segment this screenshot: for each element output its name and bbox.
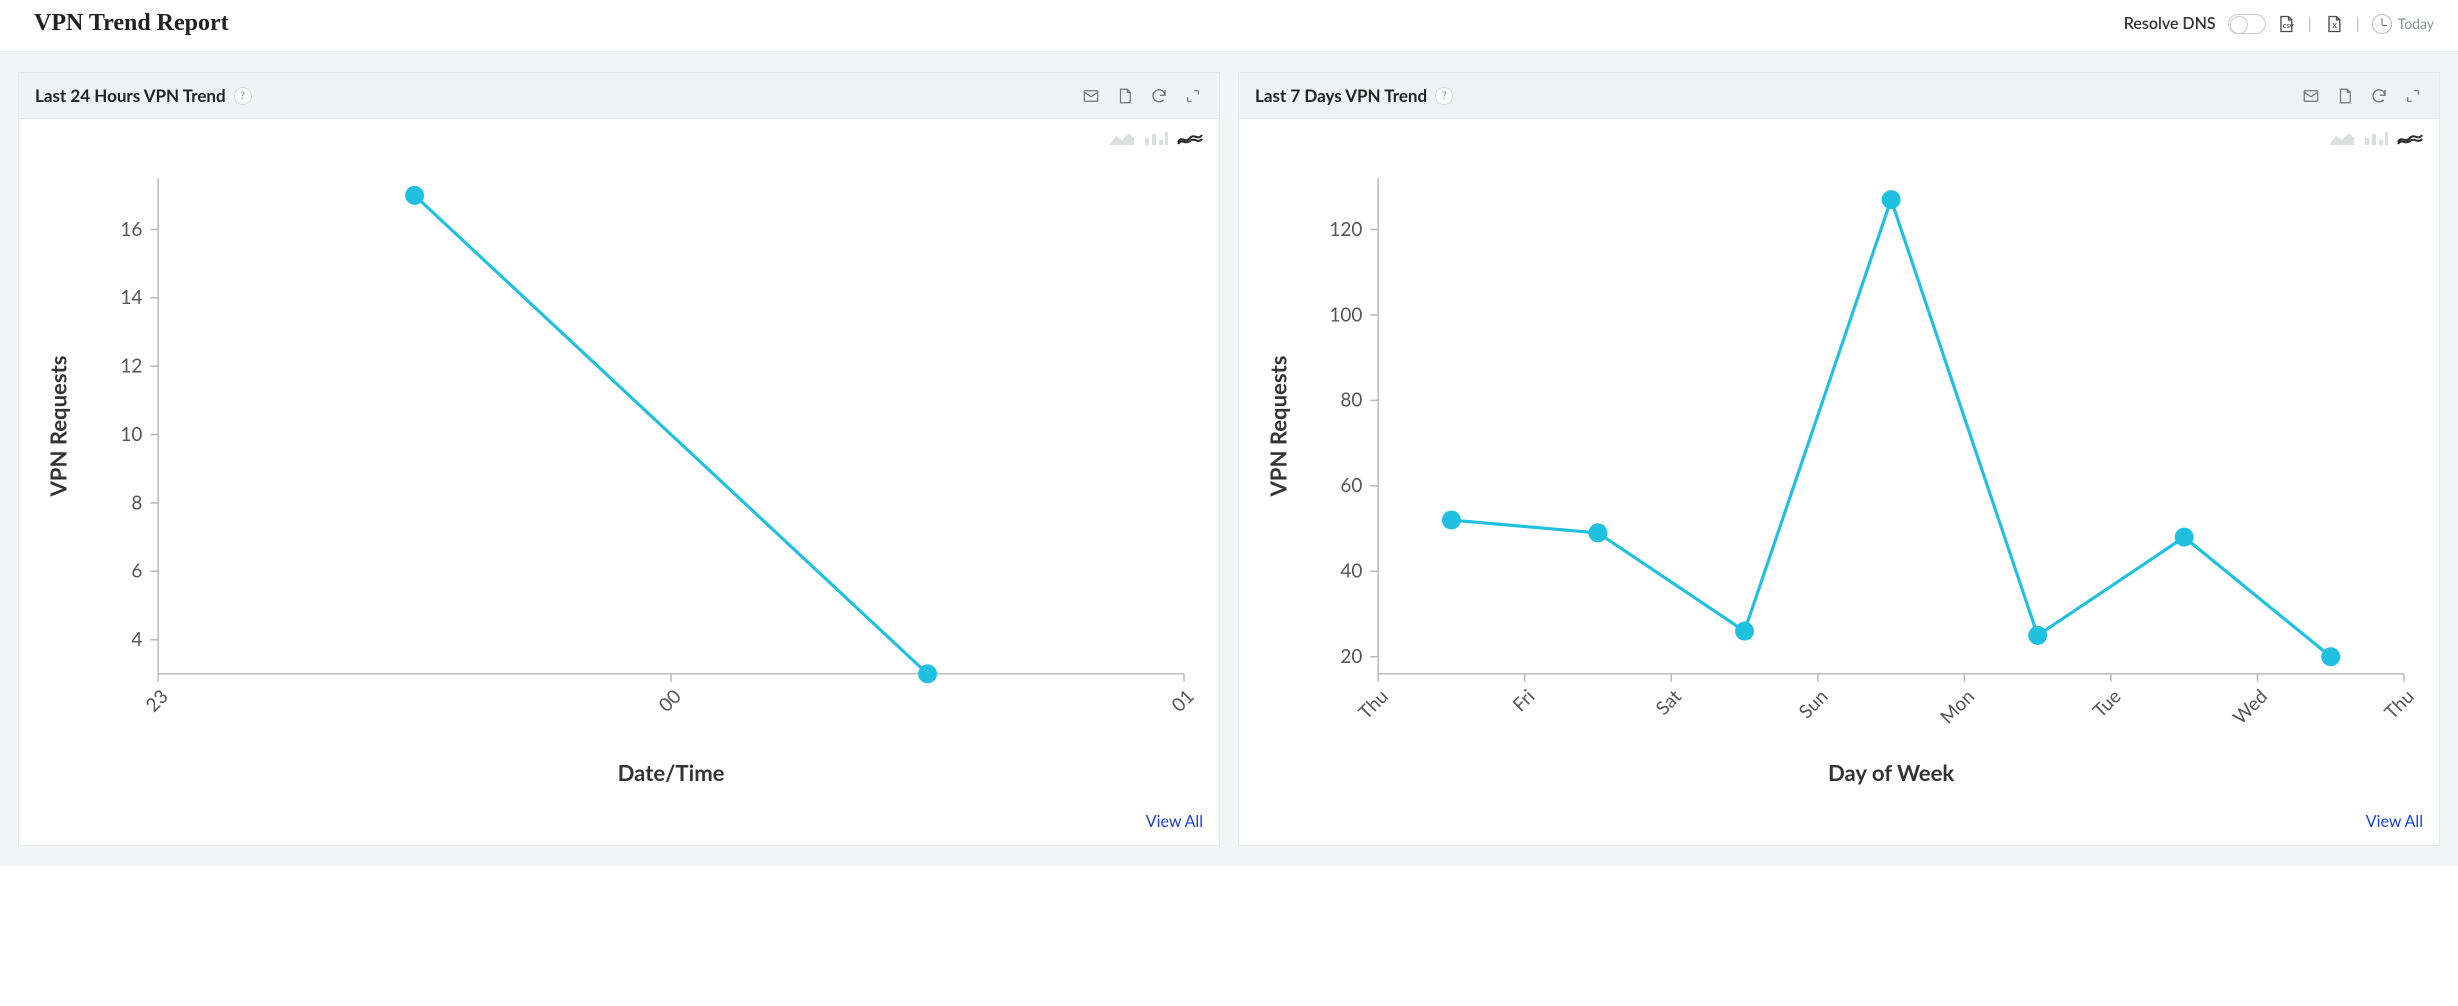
panel-footer: View All	[1239, 806, 2439, 845]
panel-actions	[2301, 86, 2423, 106]
chart-container: 20 40 60 80 100 120 Thu Fri Sat Sun Mon Tue Wed Thu Da…	[1239, 147, 2439, 806]
svg-text:20: 20	[1340, 645, 1362, 668]
line-chart-icon[interactable]	[1177, 129, 1203, 147]
clock-icon	[2372, 14, 2392, 34]
export-pdf-icon[interactable]	[2335, 86, 2355, 106]
time-range-label: Today	[2398, 15, 2434, 32]
svg-text:23: 23	[141, 685, 173, 717]
content: Last 24 Hours VPN Trend ?	[0, 52, 2458, 866]
svg-text:120: 120	[1329, 218, 1362, 241]
svg-text:80: 80	[1340, 389, 1362, 412]
chart-type-toolbar	[19, 119, 1219, 147]
refresh-icon[interactable]	[2369, 86, 2389, 106]
svg-text:VPN Requests: VPN Requests	[45, 356, 72, 498]
svg-text:12: 12	[120, 355, 142, 378]
svg-text:100: 100	[1329, 303, 1362, 326]
view-all-link[interactable]: View All	[1146, 812, 1203, 831]
mail-icon[interactable]	[2301, 86, 2321, 106]
svg-text:Thu: Thu	[1354, 685, 1393, 724]
top-bar: VPN Trend Report Resolve DNS CSV | X | T…	[0, 0, 2458, 52]
export-pdf-icon[interactable]	[1115, 86, 1135, 106]
svg-text:01: 01	[1167, 685, 1199, 717]
svg-text:CSV: CSV	[2282, 23, 2294, 30]
svg-text:Tue: Tue	[2088, 685, 2125, 722]
page-title: VPN Trend Report	[34, 10, 229, 37]
resolve-dns-label: Resolve DNS	[2124, 14, 2216, 33]
svg-text:14: 14	[120, 286, 142, 309]
time-range-selector[interactable]: Today	[2372, 14, 2434, 34]
panel-last-7d: Last 7 Days VPN Trend ?	[1238, 72, 2440, 846]
help-icon[interactable]: ?	[1435, 87, 1453, 105]
panel-actions	[1081, 86, 1203, 106]
bar-chart-icon[interactable]	[1143, 129, 1169, 147]
panel-title: Last 24 Hours VPN Trend	[35, 85, 226, 106]
svg-text:16: 16	[120, 218, 142, 241]
expand-icon[interactable]	[1183, 86, 1203, 106]
resolve-dns-toggle[interactable]	[2228, 14, 2266, 34]
refresh-icon[interactable]	[1149, 86, 1169, 106]
chart-container: 4 6 8 10 12 14 16 23 00 01 Date/Time VPN Requests	[19, 147, 1219, 806]
view-all-link[interactable]: View All	[2366, 812, 2423, 831]
top-actions: Resolve DNS CSV | X | Today	[2124, 14, 2434, 34]
panel-title: Last 7 Days VPN Trend	[1255, 85, 1427, 106]
svg-text:Wed: Wed	[2228, 685, 2272, 729]
area-chart-icon[interactable]	[2329, 129, 2355, 147]
svg-text:Sun: Sun	[1794, 685, 1832, 723]
svg-text:Thu: Thu	[2380, 685, 2419, 724]
bar-chart-icon[interactable]	[2363, 129, 2389, 147]
mail-icon[interactable]	[1081, 86, 1101, 106]
help-icon[interactable]: ?	[234, 87, 252, 105]
area-chart-icon[interactable]	[1109, 129, 1135, 147]
svg-text:Date/Time: Date/Time	[618, 759, 725, 786]
svg-text:Fri: Fri	[1508, 685, 1539, 716]
svg-text:Sat: Sat	[1651, 685, 1686, 720]
svg-text:60: 60	[1340, 474, 1362, 497]
svg-text:Mon: Mon	[1935, 685, 1979, 729]
panel-footer: View All	[19, 806, 1219, 845]
svg-text:00: 00	[654, 685, 686, 717]
panel-header: Last 7 Days VPN Trend ?	[1239, 73, 2439, 119]
expand-icon[interactable]	[2403, 86, 2423, 106]
svg-text:X: X	[2332, 22, 2337, 30]
export-csv-icon[interactable]: CSV	[2276, 14, 2296, 34]
line-chart-icon[interactable]	[2397, 129, 2423, 147]
svg-text:VPN Requests: VPN Requests	[1265, 356, 1292, 498]
chart-svg: 4 6 8 10 12 14 16 23 00 01 Date/Time VPN Requests	[35, 153, 1203, 800]
chart-svg: 20 40 60 80 100 120 Thu Fri Sat Sun Mon Tue Wed Thu Da…	[1255, 153, 2423, 800]
svg-text:6: 6	[131, 560, 142, 583]
export-xls-icon[interactable]: X	[2324, 14, 2344, 34]
separator: |	[2306, 14, 2314, 33]
svg-text:4: 4	[131, 628, 142, 651]
panel-header: Last 24 Hours VPN Trend ?	[19, 73, 1219, 119]
svg-text:Day of Week: Day of Week	[1828, 759, 1954, 786]
panel-last-24h: Last 24 Hours VPN Trend ?	[18, 72, 1220, 846]
svg-text:10: 10	[120, 423, 142, 446]
svg-text:40: 40	[1340, 560, 1362, 583]
chart-type-toolbar	[1239, 119, 2439, 147]
svg-text:8: 8	[131, 491, 142, 514]
separator: |	[2354, 14, 2362, 33]
